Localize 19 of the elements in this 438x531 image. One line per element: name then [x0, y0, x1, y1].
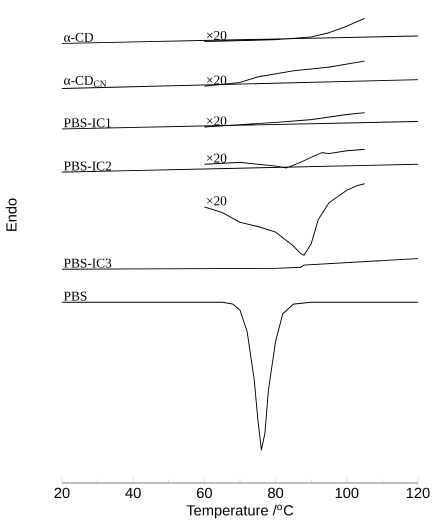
y-axis-title: Endo	[6, 198, 17, 231]
series-label: ×20	[207, 154, 226, 163]
series-label: ×20	[207, 116, 226, 126]
series-label: PBS-IC1	[64, 118, 111, 128]
series-label: PBS-IC3	[64, 258, 112, 268]
x-tick-label: 20	[54, 488, 70, 498]
x-tick-label: 100	[336, 488, 358, 498]
series-label: α-CD$_{CN}$	[64, 76, 106, 87]
series-label: ×20	[207, 30, 226, 40]
series-label: ×20	[207, 196, 226, 206]
x-axis-title: Temperature /$^{o}$C	[186, 504, 294, 518]
x-tick-label: 40	[125, 488, 141, 498]
series-label: α-CD	[64, 32, 94, 42]
series-label: PBS-IC2	[64, 162, 112, 171]
x-tick-label: 80	[268, 488, 284, 498]
series-label: PBS	[64, 292, 86, 301]
x-tick-label: 120	[406, 488, 430, 498]
series-label: ×20	[207, 76, 226, 85]
x-tick-label: 60	[196, 488, 212, 498]
